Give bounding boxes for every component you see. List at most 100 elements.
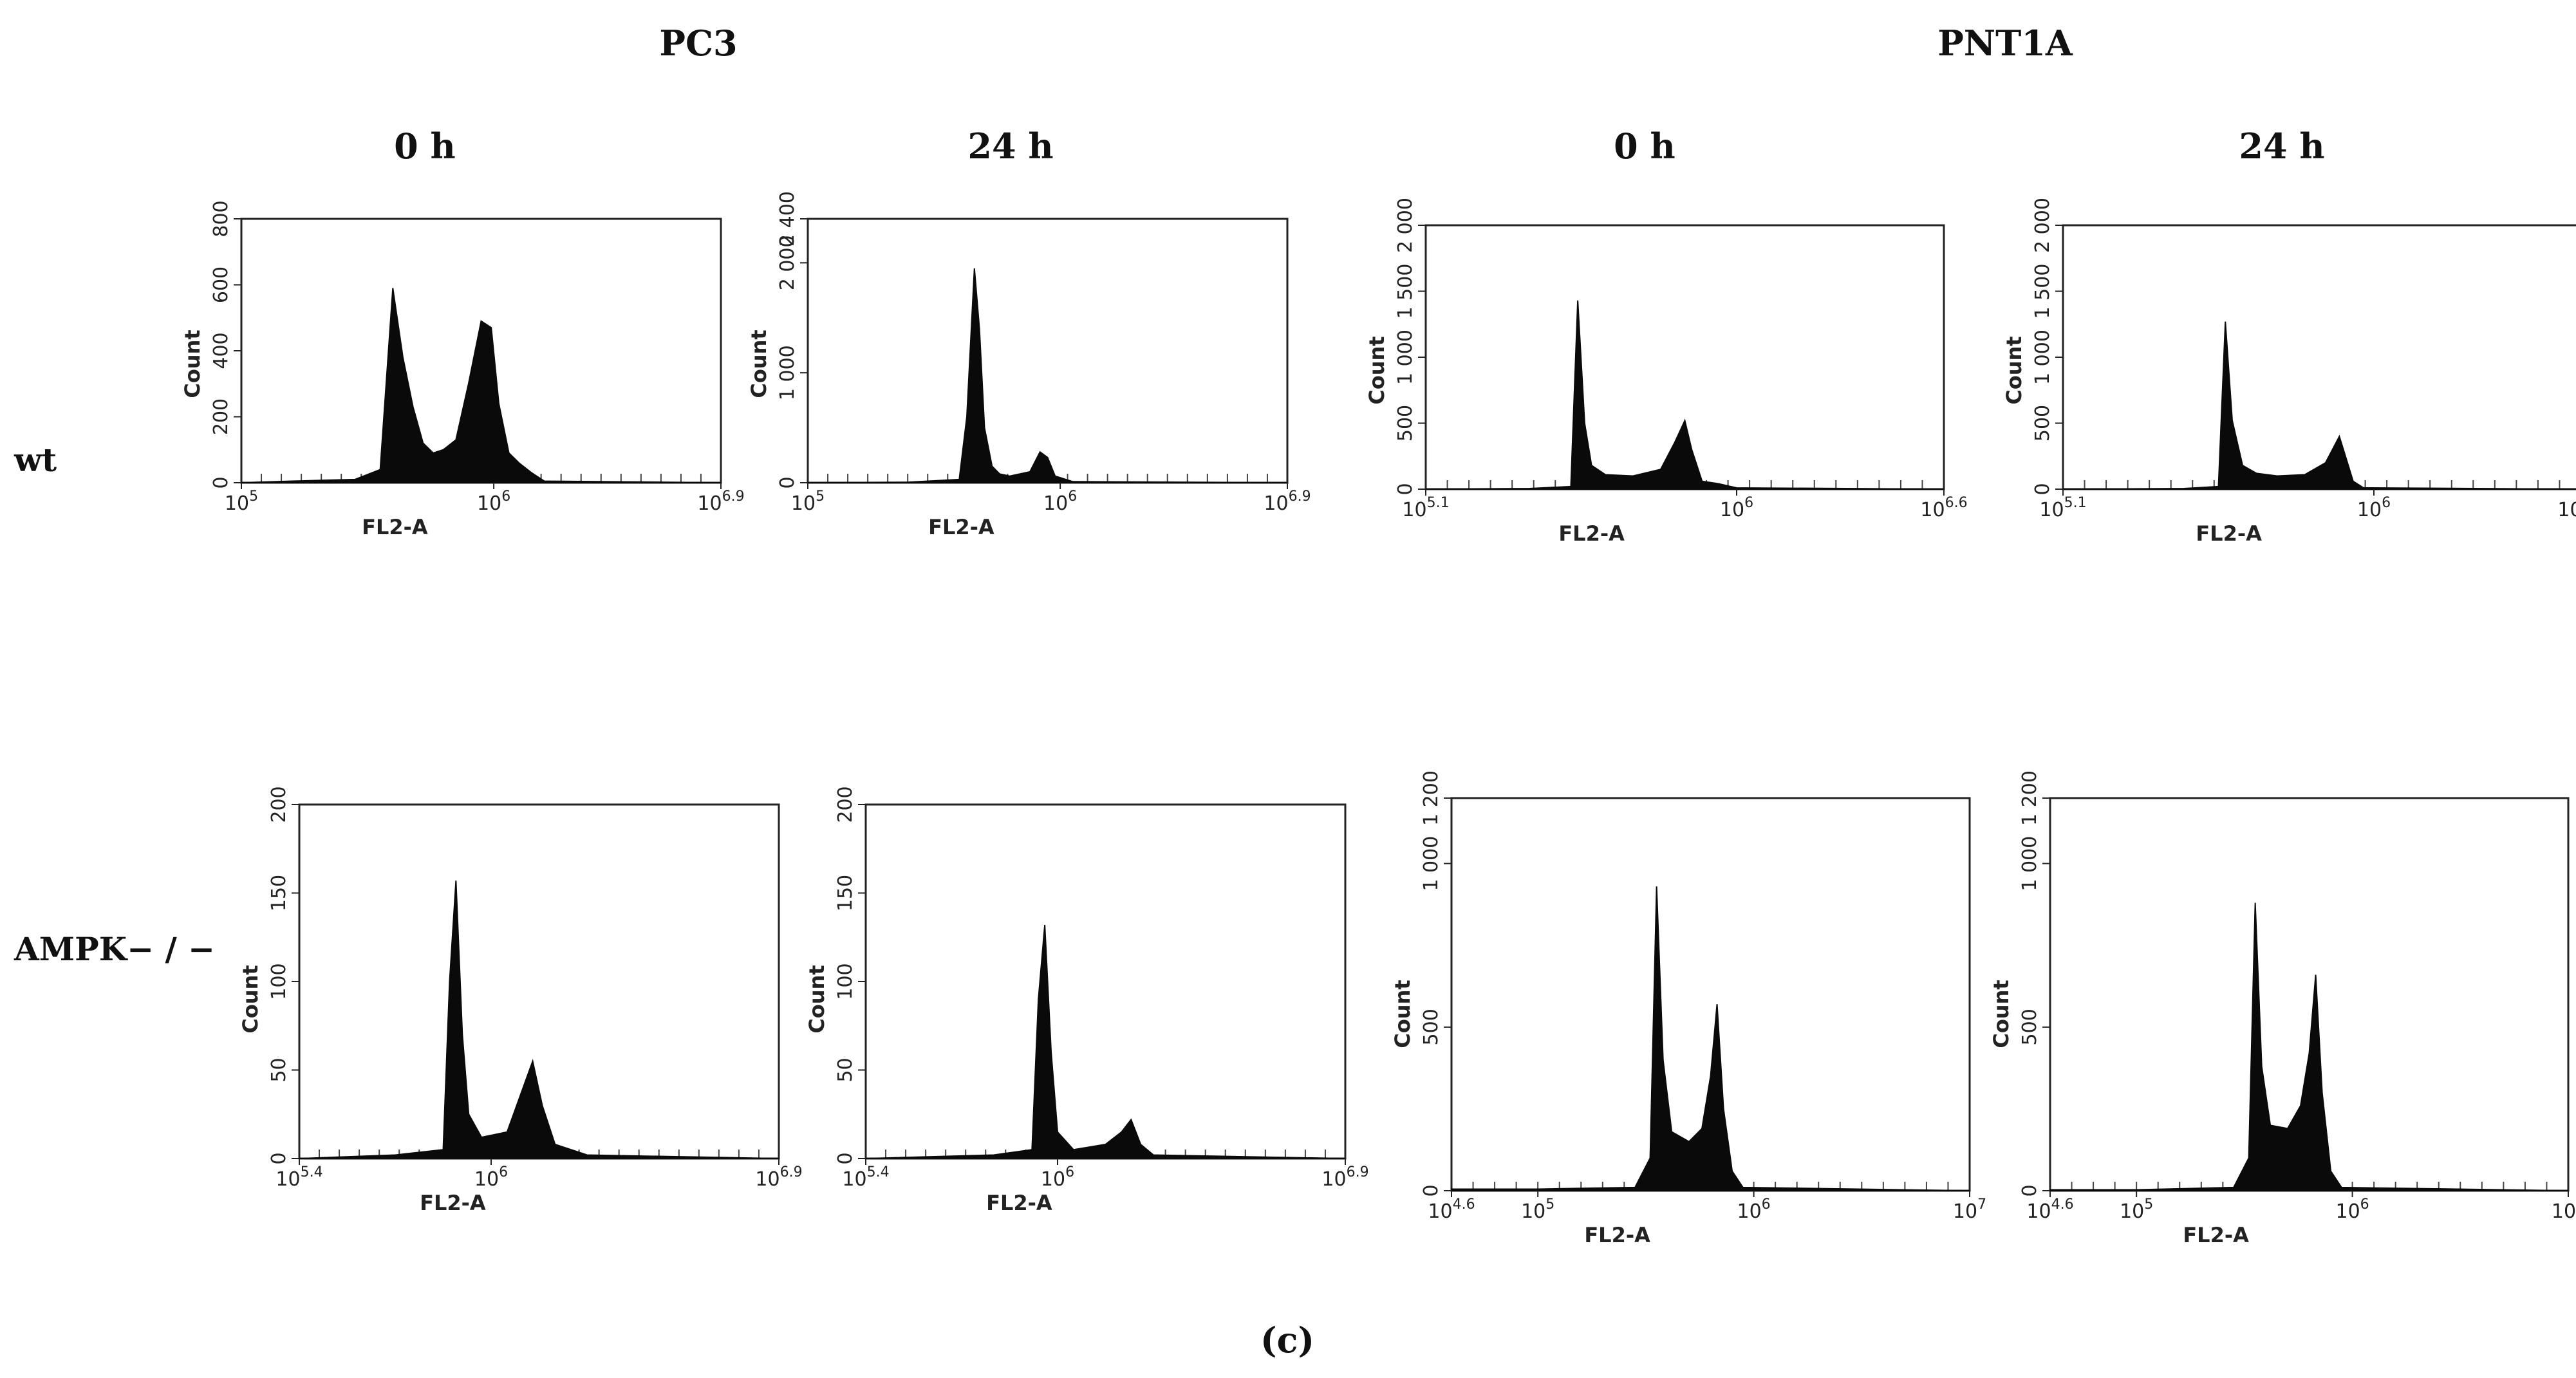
- y-axis-label: Count: [2002, 336, 2026, 404]
- x-axis-label: FL2-A: [1584, 1223, 1650, 1247]
- x-tick-label: 105.1: [2039, 495, 2086, 521]
- x-tick-label: 105: [791, 489, 825, 515]
- x-tick-label: 107: [1953, 1196, 1986, 1223]
- y-tick-label: 500: [1420, 1009, 1442, 1045]
- x-tick-label: 106: [1737, 1196, 1770, 1223]
- x-tick-label: 106.9: [697, 489, 744, 515]
- histogram-pnt1a-0h-ampk: 0 500 1 000 1 200 104.6 105 106 107 FL2-A Count: [1390, 770, 1986, 1247]
- histogram-area: [865, 924, 1346, 1159]
- row-label-wt: wt: [14, 441, 57, 479]
- plot-frame: [864, 803, 1347, 1160]
- y-axis-label: Count: [1365, 336, 1389, 404]
- y-tick-label: 800: [210, 200, 232, 237]
- x-tick-label: 104.6: [1428, 1196, 1475, 1223]
- plot-frame: [2062, 224, 2576, 490]
- x-tick-label: 107: [2552, 1196, 2576, 1223]
- y-tick-label: 150: [268, 875, 290, 911]
- y-axis-label: Count: [238, 965, 263, 1033]
- histogram-pnt1a-24h-wt: 0 500 1 000 1 500 2 000 105.1 106 106.6 FL2-A Cou…: [2002, 198, 2576, 546]
- y-axis-label: Count: [747, 330, 771, 398]
- y-tick-label: 2 000: [2031, 198, 2054, 253]
- y-tick-label: 150: [834, 875, 857, 911]
- plot-frame: [807, 218, 1289, 484]
- time-title-pnt1a-0h: 0 h: [1614, 126, 1675, 167]
- y-tick-label: 500: [2031, 405, 2054, 442]
- group-title-pnt1a: PNT1A: [1937, 23, 2073, 64]
- histogram-pc3-24h-ampk: 0 50 100 150 200 105.4 106 106.9 FL2-A Count: [805, 786, 1369, 1215]
- time-title-pc3-0h: 0 h: [394, 126, 456, 167]
- x-tick-label: 106.6: [1920, 495, 1967, 521]
- y-tick-label: 1 000: [2019, 836, 2041, 891]
- row-label-ampk: AMPK− / −: [14, 930, 216, 968]
- x-tick-label: 105.4: [842, 1164, 889, 1191]
- time-title-pnt1a-24h: 24 h: [2239, 126, 2325, 167]
- x-tick-label: 106: [474, 1164, 508, 1191]
- x-axis-label: FL2-A: [986, 1191, 1052, 1215]
- y-tick-label: 1 200: [2019, 770, 2041, 826]
- y-tick-label: 200: [210, 398, 232, 435]
- y-tick-label: 200: [268, 786, 290, 823]
- x-tick-label: 106.9: [1264, 489, 1311, 515]
- histogram-area: [2062, 321, 2576, 490]
- histogram-area: [1425, 300, 1945, 490]
- y-tick-label: 50: [834, 1057, 857, 1082]
- x-tick-label: 106.9: [1321, 1164, 1368, 1191]
- y-tick-label: 0: [210, 476, 232, 489]
- histogram-pnt1a-0h-wt: 0 500 1 000 1 500 2 000 105.1 106 106.6 FL2-A Cou…: [1365, 198, 1968, 546]
- x-tick-label: 105: [225, 489, 258, 515]
- x-tick-label: 105: [2120, 1196, 2153, 1223]
- x-tick-label: 106: [2357, 495, 2391, 521]
- y-tick-label: 1 500: [1394, 264, 1417, 319]
- y-axis-label: Count: [1989, 980, 2013, 1048]
- x-axis-label: FL2-A: [2196, 521, 2262, 546]
- y-tick-label: 2 000: [776, 235, 799, 290]
- y-tick-label: 1 500: [2031, 264, 2054, 319]
- y-axis-label: Count: [180, 330, 205, 398]
- x-tick-label: 104.6: [2026, 1196, 2073, 1223]
- histogram-area: [1451, 886, 1970, 1191]
- figure-caption: (c): [1260, 1319, 1314, 1361]
- y-tick-label: 600: [210, 266, 232, 303]
- y-tick-label: 100: [268, 963, 290, 1000]
- histogram-area: [299, 880, 779, 1159]
- x-axis-label: FL2-A: [2183, 1223, 2249, 1247]
- x-tick-label: 106: [1720, 495, 1753, 521]
- y-tick-label: 2 400: [776, 191, 799, 247]
- y-axis-label: Count: [805, 965, 829, 1033]
- x-tick-label: 105.4: [275, 1164, 322, 1191]
- x-tick-label: 106: [2335, 1196, 2369, 1223]
- x-axis-label: FL2-A: [362, 515, 428, 539]
- y-tick-label: 100: [834, 963, 857, 1000]
- y-tick-label: 1 000: [776, 345, 799, 400]
- histogram-area: [2049, 902, 2569, 1191]
- y-tick-label: 0: [1420, 1184, 1442, 1196]
- y-tick-label: 50: [268, 1057, 290, 1082]
- y-tick-label: 1 000: [1394, 330, 1417, 385]
- y-tick-label: 0: [2031, 483, 2054, 495]
- x-axis-label: FL2-A: [420, 1191, 486, 1215]
- x-axis-label: FL2-A: [928, 515, 994, 539]
- x-tick-label: 106: [477, 489, 510, 515]
- y-tick-label: 0: [776, 476, 799, 489]
- y-tick-label: 0: [268, 1152, 290, 1164]
- x-tick-label: 106.6: [2557, 495, 2576, 521]
- histogram-area: [241, 288, 722, 483]
- y-tick-label: 1 200: [1420, 770, 1442, 826]
- x-tick-label: 105.1: [1402, 495, 1449, 521]
- y-tick-label: 0: [1394, 483, 1417, 495]
- y-tick-label: 1 000: [2031, 330, 2054, 385]
- y-tick-label: 0: [2019, 1184, 2041, 1196]
- y-tick-label: 500: [1394, 405, 1417, 442]
- y-tick-label: 1 000: [1420, 836, 1442, 891]
- x-tick-label: 106: [1043, 489, 1077, 515]
- histogram-pc3-0h-wt: 0 200 400 600 800 105 106 106.9 FL2-A Count: [180, 200, 745, 539]
- y-tick-label: 400: [210, 332, 232, 369]
- x-tick-label: 105: [1521, 1196, 1554, 1223]
- group-title-pc3: PC3: [659, 23, 738, 64]
- histogram-pnt1a-24h-ampk: 0 500 1 000 1 200 104.6 105 106 107 FL2-A Count: [1989, 770, 2576, 1247]
- x-tick-label: 106: [1041, 1164, 1074, 1191]
- y-tick-label: 2 000: [1394, 198, 1417, 253]
- histogram-area: [807, 268, 1288, 483]
- x-axis-label: FL2-A: [1558, 521, 1625, 546]
